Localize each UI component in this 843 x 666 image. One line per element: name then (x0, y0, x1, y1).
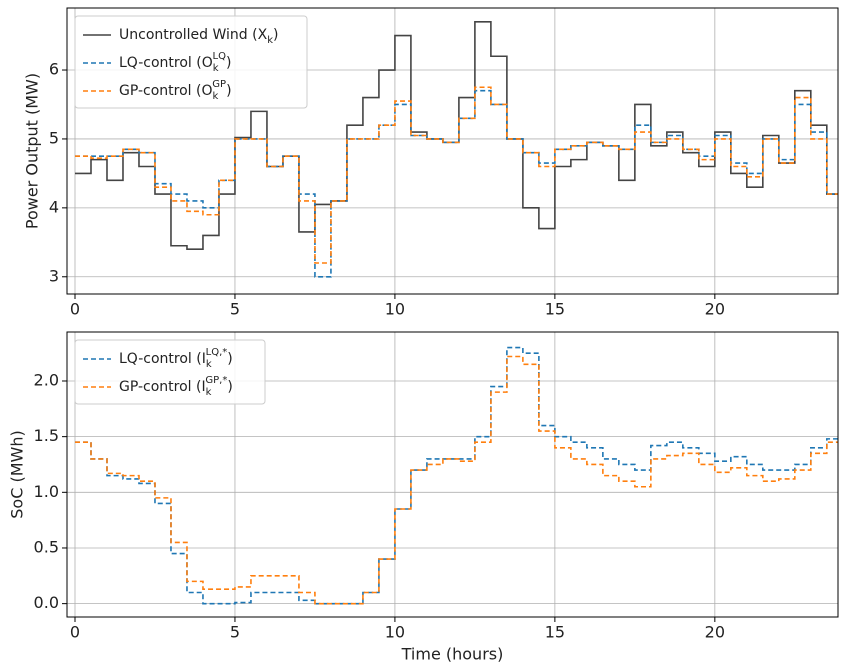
axes-frame (66, 331, 839, 618)
axes-frame (66, 7, 839, 295)
legend-label: LQ-control (IkLQ,*) (119, 347, 233, 370)
y-axis-label: SoC (MWh) (8, 430, 27, 518)
y-tick-label: 1.0 (34, 482, 59, 501)
legend-label: GP-control (OkGP) (119, 79, 232, 102)
y-tick-label: 5 (49, 128, 59, 147)
legend-label: GP-control (IkGP,*) (119, 375, 233, 398)
x-tick-label: 5 (230, 623, 240, 642)
x-tick-label: 0 (70, 300, 80, 319)
y-tick-label: 3 (49, 266, 59, 285)
y-tick-label: 6 (49, 60, 59, 79)
step-line (74, 355, 838, 605)
step-line (74, 86, 838, 264)
x-axis-label: Time (hours) (401, 645, 504, 664)
legend-box (74, 15, 308, 109)
y-tick-label: 2.0 (34, 370, 59, 389)
legend: LQ-control (IkLQ,*) GP-control (IkGP,*) (74, 339, 266, 405)
y-tick-label: 0.0 (34, 593, 59, 612)
x-tick-label: 20 (705, 623, 725, 642)
legend: Uncontrolled Wind (Xk) LQ-control (OkLQ) G… (74, 15, 308, 109)
x-tick-label: 10 (385, 623, 405, 642)
y-axis-label: Power Output (MW) (23, 73, 42, 229)
legend-box (74, 339, 266, 405)
y-tick-label: 0.5 (34, 537, 59, 556)
x-tick-label: 10 (385, 300, 405, 319)
x-tick-label: 20 (705, 300, 725, 319)
y-tick-label: 4 (49, 197, 59, 216)
x-tick-label: 5 (230, 300, 240, 319)
step-line (74, 346, 838, 605)
legend-label: LQ-control (OkLQ) (119, 51, 231, 74)
y-tick-label: 1.5 (34, 426, 59, 445)
legend-label: Uncontrolled Wind (Xk) (119, 27, 278, 46)
x-tick-label: 0 (70, 623, 80, 642)
x-tick-label: 15 (545, 300, 565, 319)
x-tick-label: 15 (545, 623, 565, 642)
